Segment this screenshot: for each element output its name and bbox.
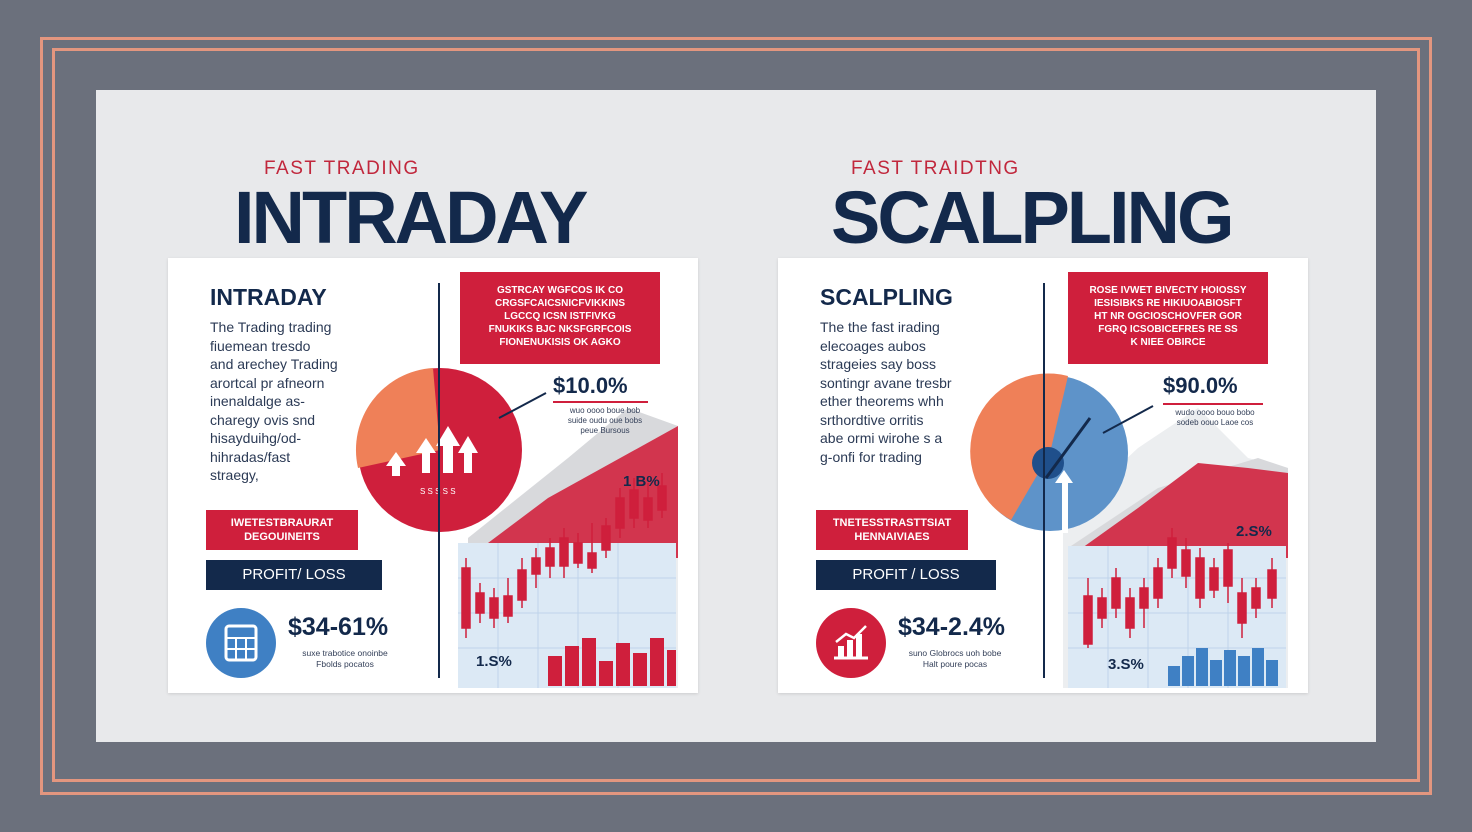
intraday-chart-art: S S S S S [355,368,678,688]
intraday-stat-note: suxe trabotice onoinbe Fbolds pocatos [302,648,388,669]
red-area-series [1068,463,1288,558]
red-box-line: CRGSFCAICSNICFVIKKINS [494,298,625,309]
body-line: strageies say boss [820,356,936,372]
body-line: straegy, [210,467,259,483]
scalpling-red-box: ROSE IVWET BIVECTY HOIOSSY IESISIBKS RE … [1068,272,1268,364]
intraday-card: S S S S S INTRADAY The Trading trading f… [168,258,698,693]
infographic-canvas: FAST TRADING INTRADAY FAST TRAIDTNG SCAL… [96,90,1376,742]
bar-chart-icon [816,608,886,678]
body-line: charegy ovis snd [210,411,316,428]
body-line: hisayduihg/od- [210,430,302,446]
body-line: arortcal pr afneorn [210,374,325,391]
body-line: g-onfi for trading [820,448,922,465]
percent-underline [1163,403,1263,405]
intraday-pie-chart: S S S S S [355,368,522,532]
right-kicker: FAST TRAIDTNG [851,158,1020,179]
red-box-line: HT NR OGCIOSCHOVFER GOR [1094,311,1242,322]
scalpling-card-title: SCALPLING [820,284,953,310]
body-line: elecoages aubos [820,337,926,354]
calculator-icon [206,608,276,678]
red-box-line: LGCCQ ICSN ISTFIVKG [504,311,616,322]
red-box-line: IESISIBKS RE HIKIUOABIOSFT [1094,298,1242,309]
svg-text:S S S S S: S S S S S [420,487,456,496]
scalpling-card: SCALPLING The the fast irading elecoages… [778,258,1308,693]
red-box-line: FGRQ ICSOBICEFRES RE SS [1098,324,1238,335]
intraday-stat-value: $34-61% [288,613,389,641]
scalpling-percent-note: wudo oooo bouo bobo sodeb oouo Laoe cos [1175,408,1255,427]
inner-frame [52,48,1420,782]
red-box-line: FIONENUKISIS OK AGKO [499,337,621,348]
intraday-description: The Trading trading fiuemean tresdo and … [210,318,370,485]
red-area-series [468,426,678,558]
scalpling-mini-stat-bottom: 3.S% [1108,656,1144,673]
outer-frame [40,37,1432,795]
intraday-red-box: GSTRCAY WGFCOS IK CO CRGSFCAICSNICFVIKKI… [460,272,660,364]
body-line: abe ormi wirohe s a [820,430,943,446]
divider-line [1043,283,1045,678]
red-box-line: GSTRCAY WGFCOS IK CO [496,285,624,296]
volume-bars [548,638,676,686]
red-box-line: ROSE IVWET BIVECTY HOIOSSY [1089,285,1247,296]
scalpling-stat-note: suno Globrocs uoh bobe Halt poure pocas [908,648,1002,669]
volume-bars [1168,648,1278,686]
scalpling-mini-stat-top: 2.S% [1236,523,1272,540]
scalpling-description: The the fast irading elecoages aubos str… [820,318,980,466]
left-kicker: FAST TRADING [264,158,420,179]
divider-line [438,283,440,678]
scalpling-profit-loss-bar: PROFIT / LOSS [816,560,996,590]
red-box-line: K NIEE OBIRCE [1130,337,1206,348]
body-line: inenaldalge as- [210,393,305,409]
red-box-line: FNUKIKS BJC NKSFGRFCOIS [488,324,632,335]
intraday-card-title: INTRADAY [210,284,327,310]
body-line: fiuemean tresdo [210,337,311,354]
body-line: sontingr avane tresbr [820,374,952,391]
intraday-mini-stat-bottom: 1.S% [476,653,512,670]
body-line: srthordtive orritis [820,411,924,428]
scalpling-chart-art [970,373,1288,688]
body-line: ether theorems whh [820,393,944,409]
percent-underline [553,401,648,403]
scalpling-percent: $90.0% [1163,373,1238,398]
scalpling-stat-value: $34-2.4% [898,613,1006,641]
left-headline: INTRADAY [234,176,589,259]
scalpling-red-label: TNETESSTRASTTSIAT HENNAIVIAES [816,510,968,550]
intraday-profit-loss-bar: PROFIT/ LOSS [206,560,382,590]
intraday-percent-note: wuo oooo boue bob suide oudu oue bobs pe… [567,406,643,435]
body-line: and arechey Trading [210,356,338,372]
body-line: The Trading trading [210,319,332,335]
intraday-percent: $10.0% [553,373,628,398]
body-line: The the fast irading [820,319,940,335]
body-line: hihradas/fast [210,448,291,465]
intraday-red-label: IWETESTBRAURAT DEGOUINEITS [206,510,358,550]
right-headline: SCALPLING [831,176,1235,259]
intraday-mini-stat-top: 1 B% [623,473,660,490]
